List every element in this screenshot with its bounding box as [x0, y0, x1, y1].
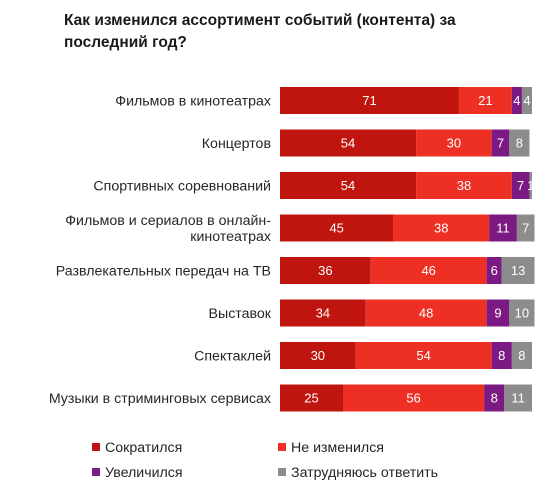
bar-segment [393, 214, 490, 242]
chart-title: Как изменился ассортимент событий (конте… [64, 12, 456, 51]
category-label: Выставок [209, 306, 272, 322]
category-label: Музыки в стриминговых сервисах [49, 391, 271, 407]
bar-segment [280, 172, 417, 199]
legend-swatch [92, 468, 100, 476]
legend-label: Сократился [105, 440, 183, 456]
bar-segment [489, 214, 517, 242]
bar-segment [280, 342, 356, 369]
data-label: 21 [478, 93, 492, 108]
data-label: 56 [406, 391, 420, 406]
bar-segment [491, 342, 512, 369]
bar-segment [280, 87, 459, 114]
bar-segment [511, 172, 530, 199]
data-label: 54 [341, 178, 355, 193]
bar-segment [280, 214, 394, 242]
bar-segment [501, 257, 535, 284]
bar-segment [484, 384, 505, 412]
bar-segment [491, 129, 510, 157]
category-label: Фильмов в кинотеатрах [115, 94, 271, 110]
data-label: 8 [498, 348, 505, 363]
bar-segment [509, 299, 535, 327]
data-label: 10 [515, 306, 529, 321]
data-label: 9 [494, 306, 501, 321]
legend-item: Затрудняюсь ответить [278, 465, 438, 481]
legend-swatch [278, 468, 286, 476]
data-label: 8 [516, 136, 523, 151]
data-label: 4 [513, 93, 520, 108]
data-label: 8 [491, 391, 498, 406]
bar-segment [280, 299, 366, 327]
data-label: 11 [511, 391, 525, 406]
data-label: 48 [419, 306, 433, 321]
bar-segment [416, 172, 512, 199]
data-label: 36 [318, 263, 332, 278]
legend-label: Затрудняюсь ответить [291, 465, 439, 481]
bar-segment [280, 129, 417, 157]
category-label: Спектаклей [194, 349, 271, 365]
legend-label: Увеличился [105, 465, 183, 481]
data-label: 30 [447, 136, 461, 151]
data-label: 7 [522, 221, 529, 236]
data-label: 54 [341, 136, 355, 151]
data-label: 13 [511, 263, 525, 278]
bar-segment [280, 257, 371, 284]
legend-item: Сократился [92, 440, 182, 456]
data-label: 38 [457, 178, 471, 193]
bar-segment [521, 87, 532, 114]
bar-segment [529, 172, 532, 199]
bar-segment [511, 342, 532, 369]
data-label: 1 [527, 178, 534, 193]
bar-segment [458, 87, 512, 114]
legend-item: Увеличился [92, 465, 183, 481]
bar-segment [355, 342, 492, 369]
data-label: 30 [311, 348, 325, 363]
category-label: Спортивных соревнований [93, 179, 271, 195]
data-label: 8 [518, 348, 525, 363]
legend-swatch [92, 443, 100, 451]
bar-segment [504, 384, 532, 412]
bar-segment [509, 129, 530, 157]
data-label: 71 [362, 93, 376, 108]
bar-segment [280, 384, 343, 412]
data-label: 25 [304, 391, 318, 406]
data-label: 34 [316, 306, 330, 321]
category-label: Фильмов и сериалов в онлайн-кинотеатрах [65, 213, 271, 245]
legend-item: Не изменился [278, 440, 384, 456]
data-label: 7 [497, 136, 504, 151]
bar-segment [516, 214, 535, 242]
bar-segment [343, 384, 485, 412]
legend-swatch [278, 443, 286, 451]
data-label: 54 [416, 348, 430, 363]
data-label: 11 [496, 221, 510, 236]
legend-label: Не изменился [291, 440, 384, 456]
bar-segment [486, 299, 510, 327]
bar-segment [416, 129, 492, 157]
bar-segment [486, 257, 502, 284]
data-label: 4 [523, 93, 530, 108]
category-label: Концертов [202, 136, 271, 152]
category-label: Развлекательных передач на ТВ [56, 264, 271, 280]
data-label: 6 [491, 263, 498, 278]
bar-segment [365, 299, 487, 327]
bar-segment [511, 87, 522, 114]
data-label: 45 [329, 221, 343, 236]
bar-segment [370, 257, 487, 284]
data-label: 7 [517, 178, 524, 193]
data-label: 46 [421, 263, 435, 278]
data-label: 38 [434, 221, 448, 236]
